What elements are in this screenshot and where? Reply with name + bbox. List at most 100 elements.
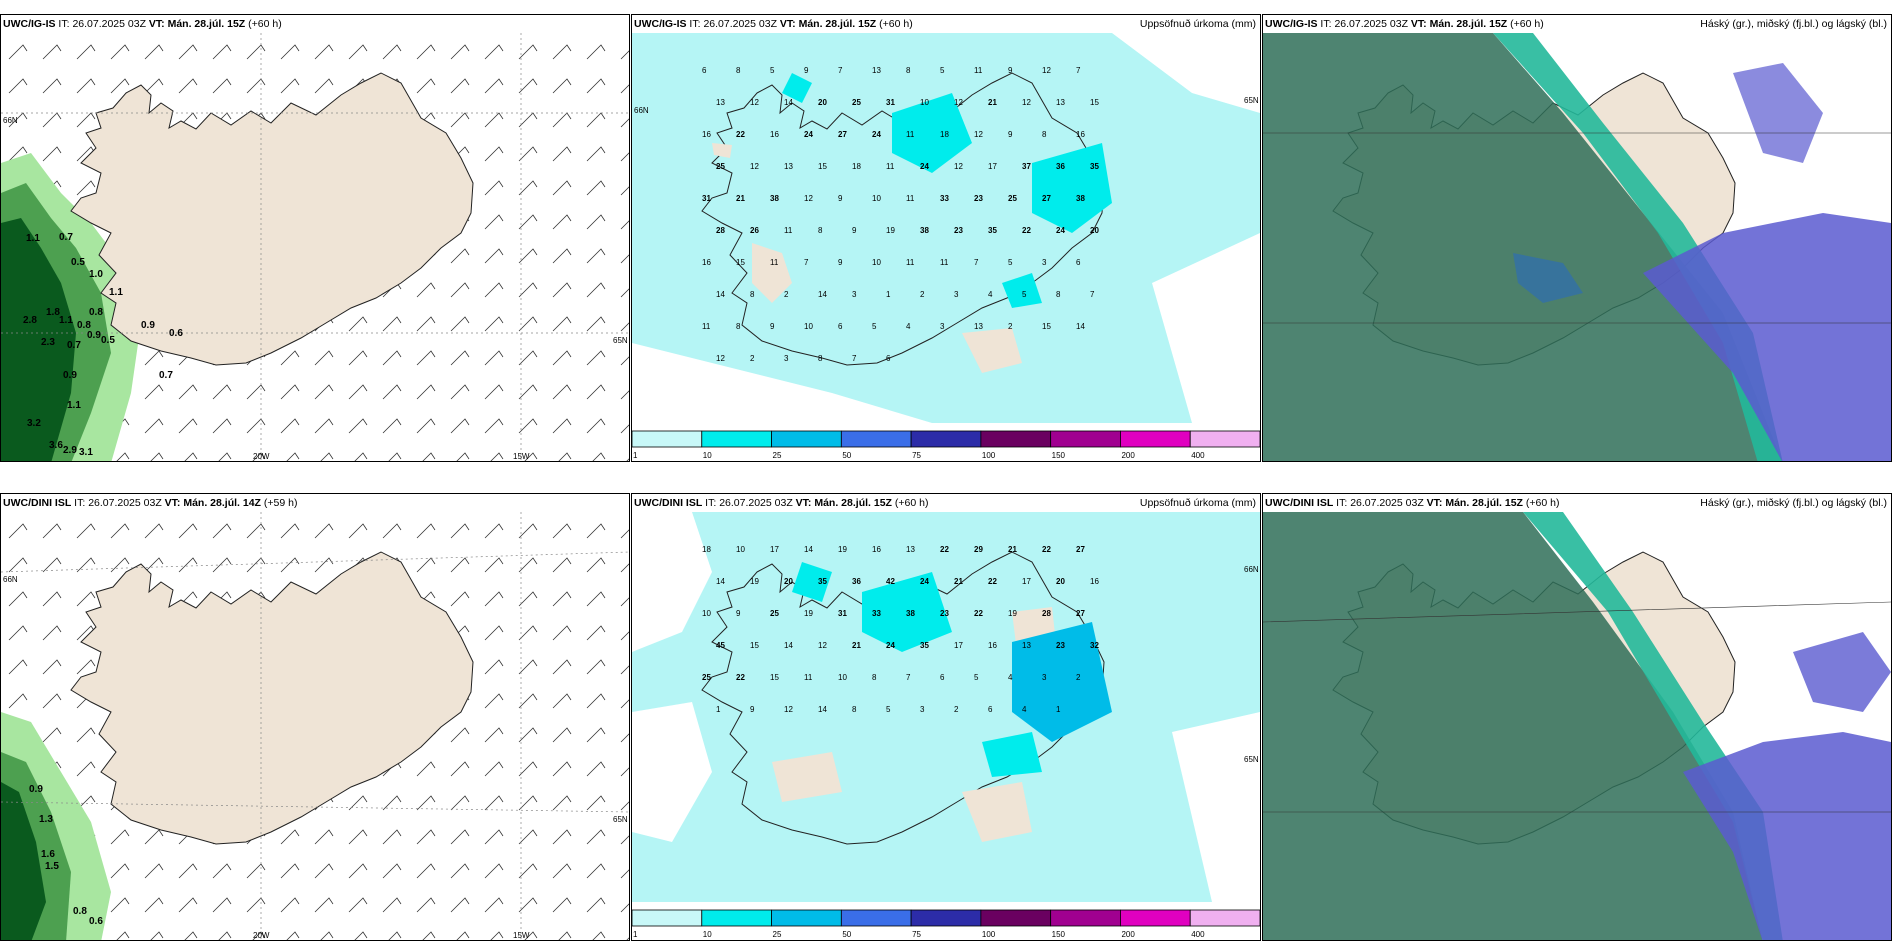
precip-value: 14 (818, 290, 827, 299)
precip-value: 3 (954, 290, 959, 299)
precip-value: 15 (736, 258, 745, 267)
precip-value: 21 (954, 577, 963, 586)
lat-label: 65N (613, 815, 628, 824)
precip-value: 12 (784, 705, 793, 714)
precip-value: 5 (940, 66, 945, 75)
colorbar-tick: 1 (633, 451, 638, 460)
precip-value: 45 (716, 641, 725, 650)
precip-value: 8 (852, 705, 857, 714)
precip-value: 24 (804, 130, 813, 139)
precip-value: 36 (852, 577, 861, 586)
precip-value: 25 (852, 98, 861, 107)
precip-value: 13 (784, 162, 793, 171)
precip-value: 17 (988, 162, 997, 171)
precip-value: 23 (954, 226, 963, 235)
svg-text:1.1: 1.1 (67, 400, 81, 411)
precip-value: 31 (838, 609, 847, 618)
precip-value: 8 (818, 354, 823, 363)
precip-value: 17 (954, 641, 963, 650)
cloud-map (1263, 512, 1891, 941)
precip-value: 11 (804, 673, 813, 682)
wind-panel-ig: UWC/IG-IS IT: 26.07.2025 03Z VT: Mán. 28… (0, 14, 630, 462)
precip-value: 14 (784, 98, 793, 107)
precip-value: 12 (954, 162, 963, 171)
precip-value: 20 (1090, 226, 1099, 235)
precip-value: 5 (1022, 290, 1027, 299)
svg-text:3.2: 3.2 (27, 418, 41, 429)
lat-label: 66N (634, 106, 649, 115)
precip-value: 15 (818, 162, 827, 171)
lat-label: 66N (1244, 565, 1259, 574)
precip-value: 1 (716, 705, 721, 714)
cloud-panel-dini: UWC/DINI ISL IT: 26.07.2025 03Z VT: Mán.… (1262, 493, 1892, 941)
precip-value: 24 (920, 577, 929, 586)
precip-value: 17 (1022, 577, 1031, 586)
svg-text:0.5: 0.5 (101, 335, 115, 346)
precip-value: 6 (988, 705, 993, 714)
precip-value: 8 (736, 322, 741, 331)
svg-text:0.5: 0.5 (71, 257, 85, 268)
precip-value: 9 (736, 609, 741, 618)
precip-value: 5 (770, 66, 775, 75)
precip-value: 5 (872, 322, 877, 331)
colorbar-swatch (841, 910, 911, 926)
precip-value: 12 (818, 641, 827, 650)
colorbar-swatch (911, 910, 981, 926)
lat-label: 65N (613, 336, 628, 345)
precip-value: 8 (906, 66, 911, 75)
precip-value: 28 (1042, 609, 1051, 618)
precip-value: 3 (1042, 673, 1047, 682)
precip-value: 31 (702, 194, 711, 203)
precip-value: 13 (1022, 641, 1031, 650)
colorbar-tick: 25 (773, 451, 782, 460)
precip-value: 7 (974, 258, 979, 267)
precip-value: 36 (1056, 162, 1065, 171)
precip-value: 8 (736, 66, 741, 75)
lat-label: 66N (3, 116, 18, 125)
precip-value: 37 (1022, 162, 1031, 171)
colorbar-swatch (702, 431, 772, 447)
precip-value: 6 (1076, 258, 1081, 267)
lat-label: 65N (1244, 96, 1259, 105)
precip-value: 22 (988, 577, 997, 586)
panel-header: UWC/DINI ISL IT: 26.07.2025 03Z VT: Mán.… (634, 497, 928, 509)
precip-value: 13 (906, 545, 915, 554)
precip-value: 35 (988, 226, 997, 235)
panel-title: Uppsöfnuð úrkoma (mm) (1140, 497, 1256, 509)
cloud-map (1263, 33, 1891, 462)
precip-value: 3 (940, 322, 945, 331)
colorbar-tick: 100 (982, 451, 996, 460)
precip-value: 18 (940, 130, 949, 139)
colorbar-swatch (632, 910, 702, 926)
precip-value: 16 (1090, 577, 1099, 586)
colorbar-swatch (981, 431, 1051, 447)
colorbar-tick: 75 (912, 451, 921, 460)
lon-label: 20W (253, 452, 270, 461)
precip-value: 38 (906, 609, 915, 618)
precip-value: 14 (784, 641, 793, 650)
svg-text:0.9: 0.9 (29, 784, 43, 795)
precip-value: 9 (750, 705, 755, 714)
panel-header: UWC/DINI ISL IT: 26.07.2025 03Z VT: Mán.… (3, 497, 297, 509)
precip-value: 10 (838, 673, 847, 682)
precip-value: 22 (1022, 226, 1031, 235)
precip-value: 21 (988, 98, 997, 107)
precip-value: 8 (750, 290, 755, 299)
precip-value: 20 (784, 577, 793, 586)
precip-value: 13 (974, 322, 983, 331)
colorbar-swatch (911, 431, 981, 447)
precip-value: 4 (1008, 673, 1013, 682)
svg-text:2.3: 2.3 (41, 337, 55, 348)
precip-panel-dini: UWC/DINI ISL IT: 26.07.2025 03Z VT: Mán.… (631, 493, 1261, 941)
precip-value: 17 (770, 545, 779, 554)
precip-value: 4 (906, 322, 911, 331)
precip-value: 8 (872, 673, 877, 682)
colorbar-swatch (841, 431, 911, 447)
precip-value: 8 (1056, 290, 1061, 299)
precip-value: 12 (974, 130, 983, 139)
colorbar-swatch (772, 910, 842, 926)
precip-value: 20 (818, 98, 827, 107)
colorbar-swatch (1051, 431, 1121, 447)
colorbar-swatch (1190, 431, 1260, 447)
colorbar-swatch (632, 431, 702, 447)
